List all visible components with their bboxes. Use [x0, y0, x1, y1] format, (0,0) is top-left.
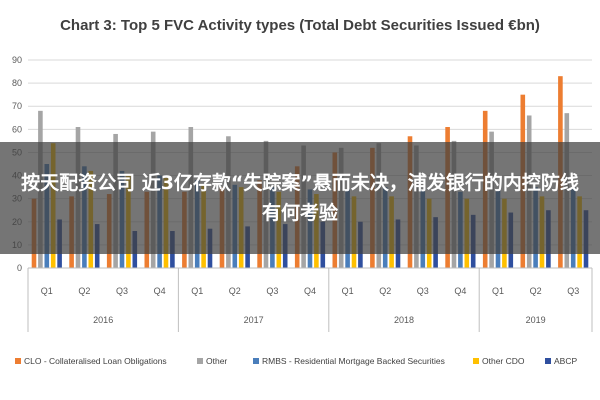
legend-swatch	[253, 358, 259, 364]
x-tick-label: Q4	[154, 286, 166, 296]
x-tick-label: Q1	[492, 286, 504, 296]
x-tick-label: Q1	[41, 286, 53, 296]
legend-swatch	[473, 358, 479, 364]
x-tick-label: Q2	[379, 286, 391, 296]
x-tick-label: Q2	[229, 286, 241, 296]
year-label: 2019	[526, 315, 546, 325]
x-tick-label: Q1	[342, 286, 354, 296]
legend-swatch	[15, 358, 21, 364]
x-tick-label: Q3	[417, 286, 429, 296]
x-tick-label: Q2	[78, 286, 90, 296]
year-label: 2017	[244, 315, 264, 325]
y-tick-label: 80	[12, 78, 22, 88]
headline-banner: 按天配资公司 近3亿存款“失踪案”悬而未决，浦发银行的内控防线有何考验	[0, 142, 600, 254]
x-axis-year-groups: 2016 2017 2018 2019	[27, 268, 593, 332]
legend-swatch	[545, 358, 551, 364]
y-tick-label: 70	[12, 101, 22, 111]
x-tick-label: Q4	[304, 286, 316, 296]
x-tick-label: Q2	[530, 286, 542, 296]
x-tick-label: Q1	[191, 286, 203, 296]
legend-swatch	[197, 358, 203, 364]
legend-label: CLO - Collateralised Loan Obligations	[24, 356, 167, 366]
legend: CLO - Collateralised Loan Obligations Oth…	[15, 356, 577, 366]
x-axis-ticks: Q1 Q2 Q3 Q4 Q1 Q2 Q3 Q4 Q1 Q2 Q3 Q4 Q1 Q2 Q3	[41, 286, 579, 296]
legend-label: ABCP	[554, 356, 577, 366]
y-tick-label: 60	[12, 124, 22, 134]
x-tick-label: Q3	[116, 286, 128, 296]
legend-label: Other	[206, 356, 227, 366]
year-label: 2018	[394, 315, 414, 325]
year-label: 2016	[93, 315, 113, 325]
legend-label: RMBS - Residential Mortgage Backed Secur…	[262, 356, 445, 366]
legend-label: Other CDO	[482, 356, 525, 366]
headline-text: 按天配资公司 近3亿存款“失踪案”悬而未决，浦发银行的内控防线有何考验	[21, 172, 579, 224]
x-tick-label: Q4	[454, 286, 466, 296]
x-tick-label: Q3	[266, 286, 278, 296]
chart-title: Chart 3: Top 5 FVC Activity types (Total…	[60, 17, 540, 34]
y-tick-label: 0	[17, 263, 22, 273]
x-tick-label: Q3	[567, 286, 579, 296]
y-tick-label: 90	[12, 55, 22, 65]
